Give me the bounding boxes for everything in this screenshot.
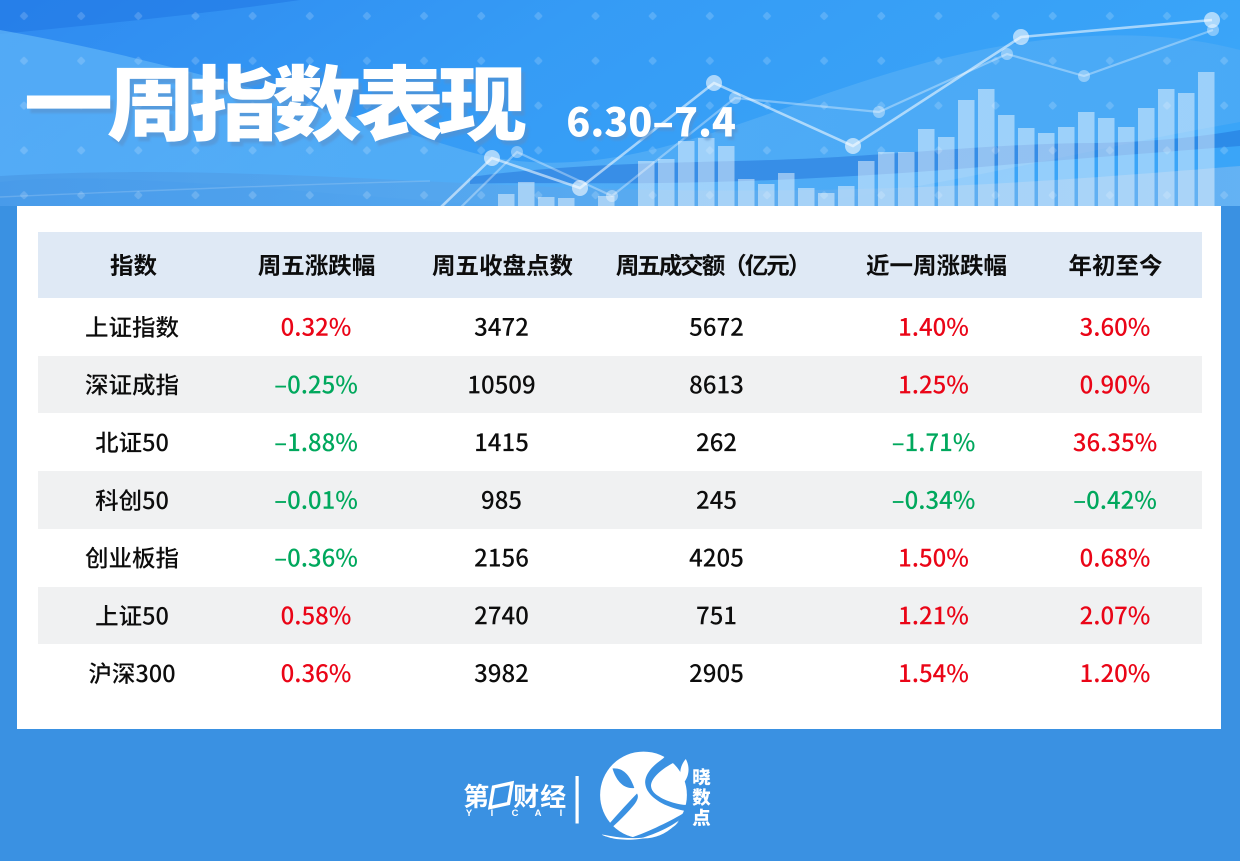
svg-text:I: I — [491, 808, 494, 819]
svg-text:I: I — [560, 808, 563, 819]
svg-text:C: C — [512, 808, 519, 819]
svg-text:A: A — [535, 808, 542, 819]
svg-text:Y: Y — [466, 808, 473, 819]
